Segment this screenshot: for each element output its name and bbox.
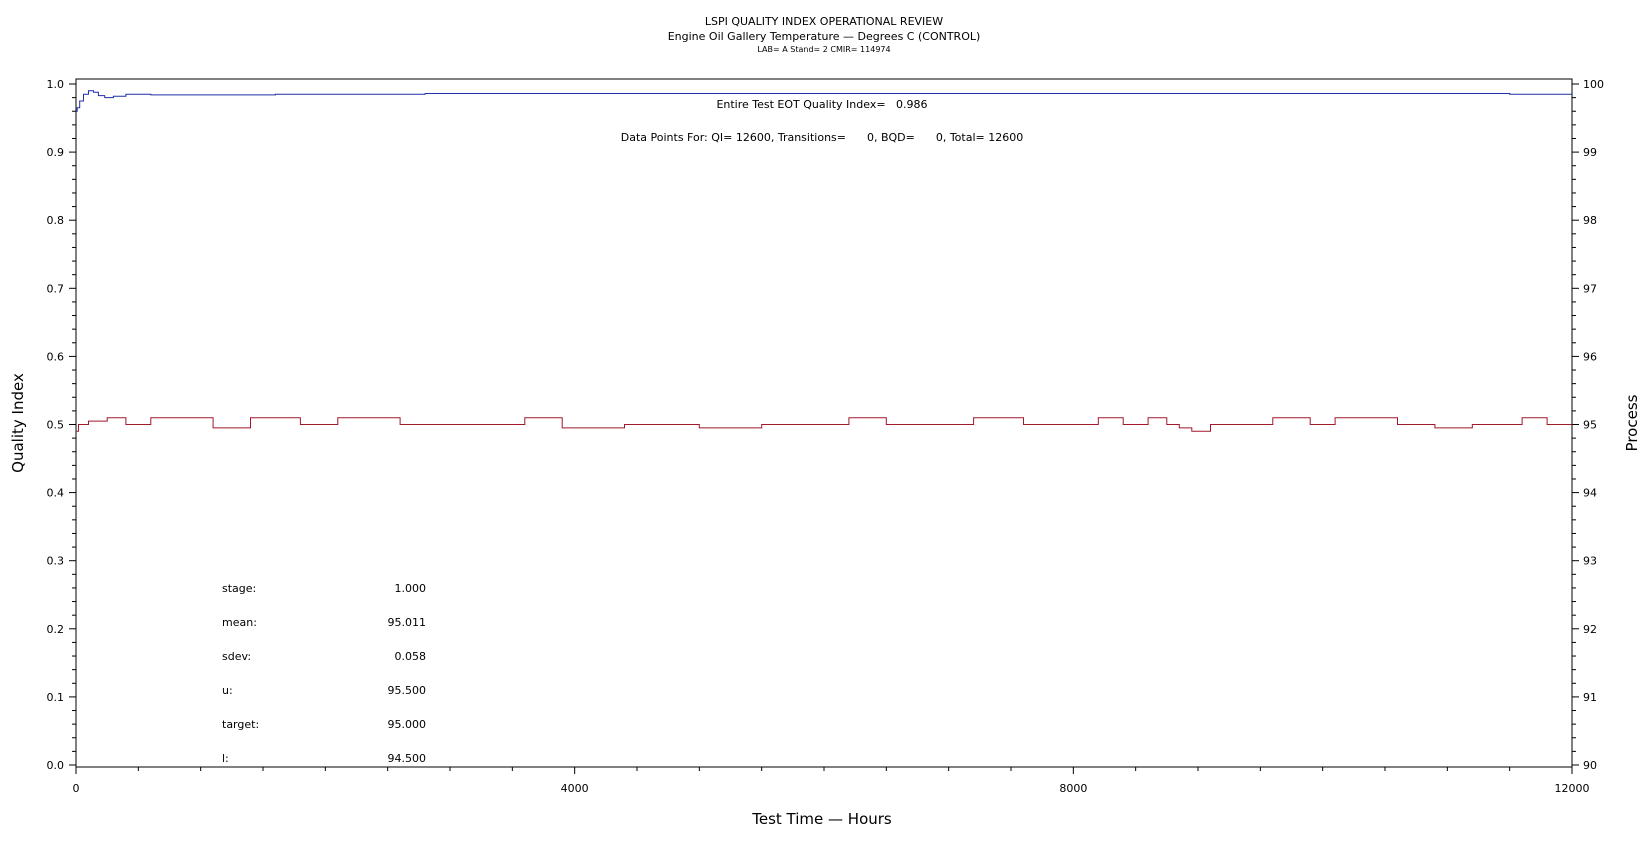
stat-label-l: l: [222,752,229,765]
series-layer [76,90,1572,432]
y2-tick-label: 95 [1583,419,1597,432]
quality-index-annotation: Entire Test EOT Quality Index= 0.986 [716,98,927,111]
y-axis-label: Quality Index [9,373,27,473]
stat-value-sdev: 0.058 [395,650,427,663]
y2-tick-label: 99 [1583,146,1597,159]
stat-value-target: 95.000 [388,718,427,731]
y-tick-label: 0.3 [47,555,65,568]
y-tick-label: 0.5 [47,419,65,432]
stats-table: stage: 1.000 mean: 95.011 sdev: 0.058 u:… [222,582,426,765]
y-tick-label: 0.8 [47,214,65,227]
y-tick-label: 1.0 [47,78,65,91]
y2-tick-label: 96 [1583,350,1597,363]
y-tick-label: 0.2 [47,623,65,636]
data-points-annotation: Data Points For: QI= 12600, Transitions=… [621,131,1023,144]
y2-tick-label: 91 [1583,691,1597,704]
y2-tick-label: 92 [1583,623,1597,636]
stat-label-target: target: [222,718,259,731]
y2-tick-label: 94 [1583,487,1597,500]
stat-value-stage: 1.000 [395,582,427,595]
stat-value-u: 95.500 [388,684,427,697]
y2-tick-label: 100 [1583,78,1604,91]
y-tick-label: 0.6 [47,350,65,363]
stat-label-stage: stage: [222,582,256,595]
stat-label-sdev: sdev: [222,650,251,663]
x-tick-label: 4000 [561,782,589,795]
x-axis-label: Test Time — Hours [751,810,892,828]
axes-layer: 0 4000 8000 12000 0.0 0.1 0.2 0.3 0.4 0.5 0.6 0.7 0.… [47,78,1605,795]
y-tick-label: 0.0 [47,759,65,772]
y-tick-label: 0.1 [47,691,65,704]
chart-title: LSPI QUALITY INDEX OPERATIONAL REVIEW [705,15,943,28]
x-tick-label: 0 [73,782,80,795]
y-tick-label: 0.9 [47,146,65,159]
x-tick-label: 12000 [1555,782,1590,795]
y2-tick-label: 93 [1583,555,1597,568]
chart-subtitle: Engine Oil Gallery Temperature — Degrees… [668,30,981,43]
quality-index-line [76,90,1572,112]
stat-value-mean: 95.011 [388,616,427,629]
y-tick-label: 0.4 [47,487,65,500]
y2-tick-label: 98 [1583,214,1597,227]
x-tick-label: 8000 [1059,782,1087,795]
y-tick-label: 0.7 [47,282,65,295]
stat-value-l: 94.500 [388,752,427,765]
y2-tick-label: 97 [1583,282,1597,295]
chart-titles: LSPI QUALITY INDEX OPERATIONAL REVIEW En… [668,15,981,54]
chart-lab-info: LAB= A Stand= 2 CMIR= 114974 [757,45,890,54]
stat-label-u: u: [222,684,233,697]
y2-axis-label: Process [1623,394,1641,451]
y2-tick-label: 90 [1583,759,1597,772]
stat-label-mean: mean: [222,616,257,629]
process-series-line [76,417,1572,432]
